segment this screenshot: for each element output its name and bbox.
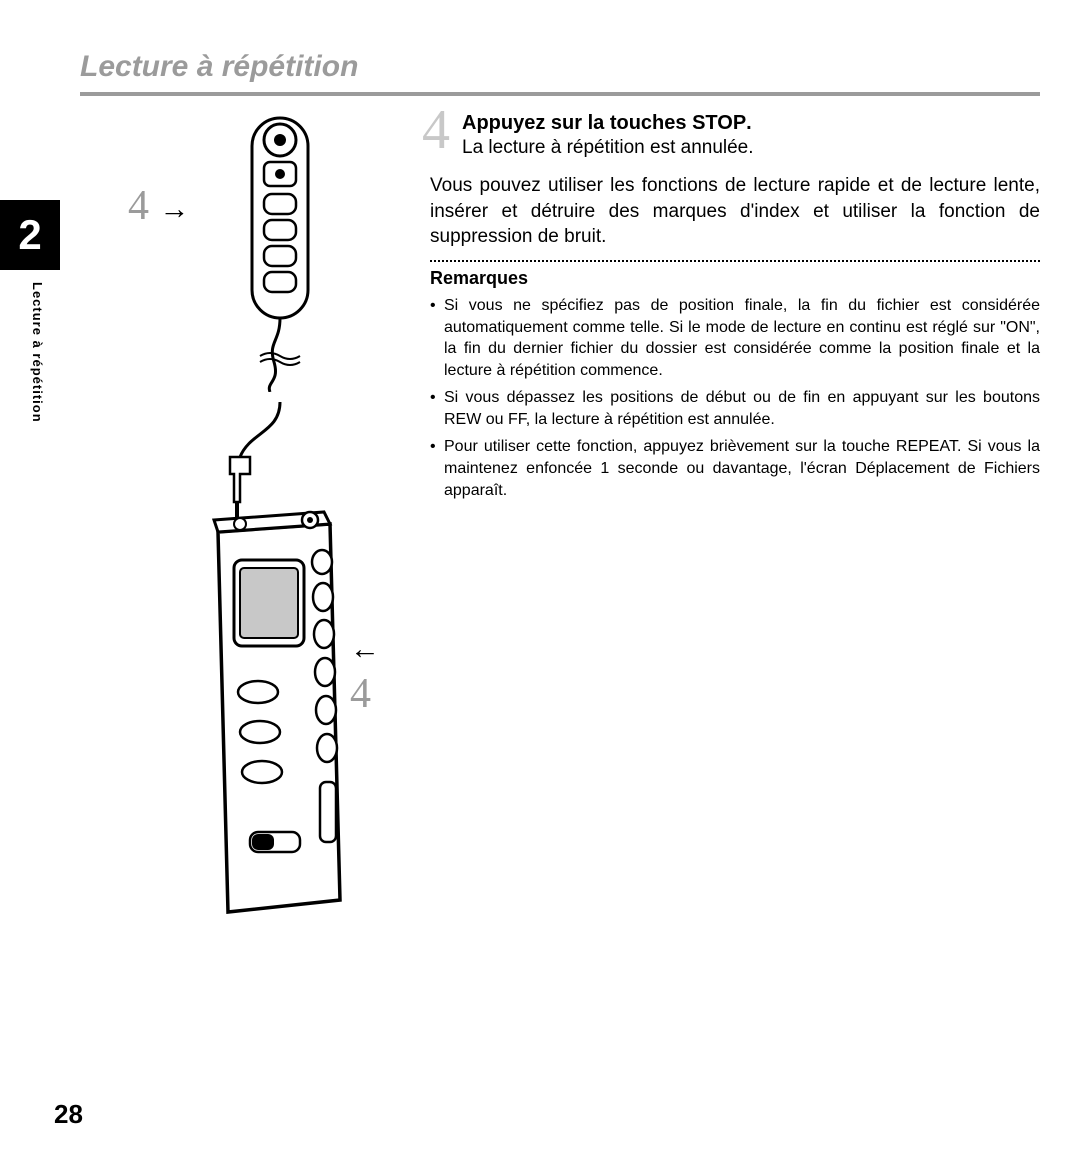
list-item: Si vous ne spécifiez pas de position fin…: [430, 295, 1040, 381]
content-row: 4 → ← 4 4 Appuyez sur la touches STOP. L…: [40, 112, 1040, 912]
arrow-right-icon: →: [160, 192, 190, 225]
step-title-keyword: STOP: [692, 112, 746, 134]
step-block: 4 Appuyez sur la touches STOP. La lectur…: [430, 112, 1040, 159]
body-paragraph: Vous pouvez utiliser les fonctions de le…: [430, 173, 1040, 250]
step-title: Appuyez sur la touches STOP.: [462, 112, 1040, 135]
step-number: 4: [422, 102, 450, 158]
page-title: Lecture à répétition: [80, 50, 1040, 84]
chapter-number: 2: [18, 211, 41, 259]
callout-label: 4: [128, 183, 149, 229]
list-item: Pour utiliser cette fonction, appuyez br…: [430, 436, 1040, 501]
callout-4-top: 4 →: [128, 182, 190, 230]
callout-4-bottom: ← 4: [350, 622, 390, 718]
remote-icon: [230, 112, 330, 392]
callout-label: 4: [350, 671, 371, 717]
list-item: Si vous dépassez les positions de début …: [430, 387, 1040, 430]
arrow-left-icon: ←: [350, 632, 380, 665]
remarks-list: Si vous ne spécifiez pas de position fin…: [430, 295, 1040, 501]
manual-page: Lecture à répétition 2 Lecture à répétit…: [0, 0, 1080, 1156]
title-rule: [80, 92, 1040, 96]
remarks-heading: Remarques: [430, 268, 1040, 289]
step-title-prefix: Appuyez sur la touches: [462, 112, 692, 134]
page-number: 28: [54, 1099, 83, 1130]
illustration-column: 4 → ← 4: [40, 112, 410, 912]
step-title-suffix: .: [746, 112, 752, 134]
step-subtitle: La lecture à répétition est annulée.: [462, 137, 1040, 159]
recorder-icon: [180, 402, 370, 922]
text-column: 4 Appuyez sur la touches STOP. La lectur…: [410, 112, 1040, 912]
dotted-divider: [430, 260, 1040, 262]
device-illustration: 4 → ← 4: [150, 112, 390, 912]
